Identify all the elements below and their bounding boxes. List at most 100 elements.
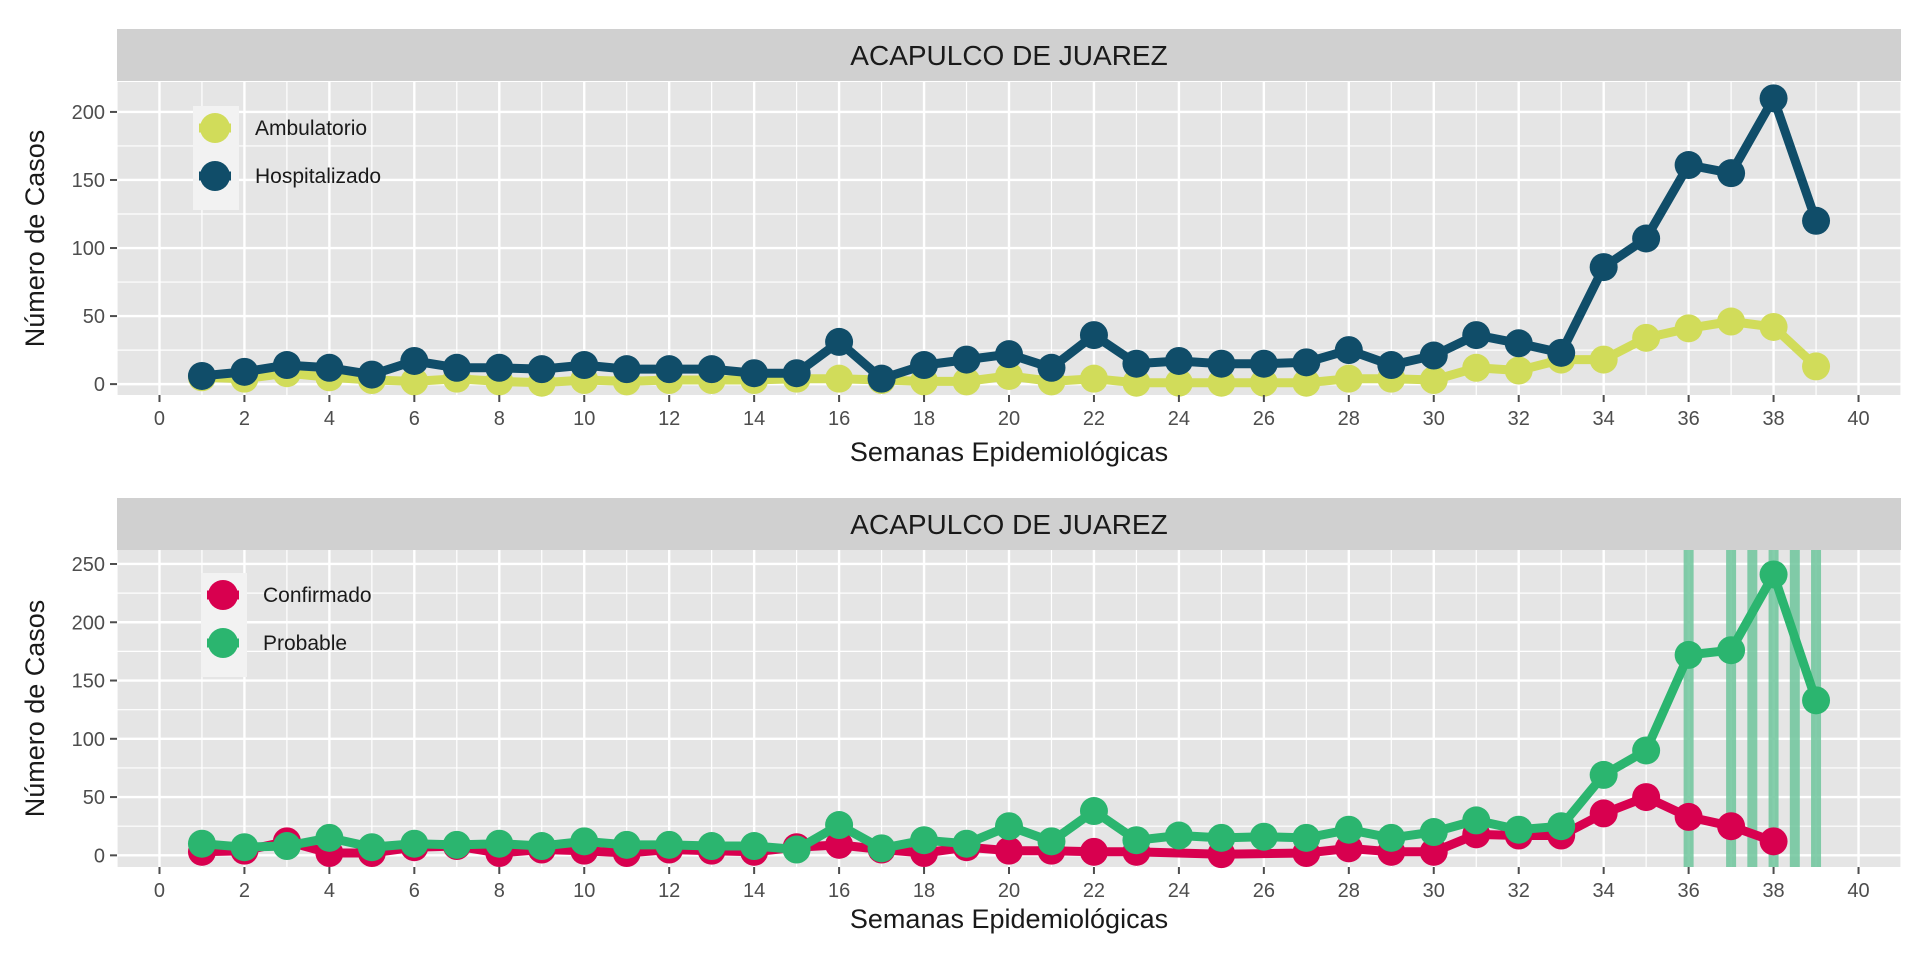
legend-item-ambulatorio: Ambulatorio <box>199 113 367 143</box>
x-tick-label: 26 <box>1253 880 1275 902</box>
data-point-hospitalizado <box>1292 348 1321 377</box>
data-point-probable <box>1632 736 1661 765</box>
x-tick-label: 2 <box>239 408 250 430</box>
data-point-probable <box>740 832 769 861</box>
x-axis-label: Semanas Epidemiológicas <box>850 437 1168 467</box>
x-tick-label: 18 <box>913 408 935 430</box>
data-point-probable <box>1164 821 1193 850</box>
data-point-hospitalizado <box>527 355 556 384</box>
x-tick-label: 12 <box>658 408 680 430</box>
x-tick-label: 4 <box>324 880 335 902</box>
x-tick-label: 34 <box>1593 880 1615 902</box>
x-tick-label: 6 <box>409 880 420 902</box>
x-tick-label: 40 <box>1847 880 1869 902</box>
data-point-hospitalizado <box>1377 351 1406 380</box>
data-point-probable <box>315 823 344 852</box>
data-point-ambulatorio <box>1462 353 1491 382</box>
data-point-hospitalizado <box>1122 349 1151 378</box>
data-point-confirmado <box>1674 802 1703 831</box>
data-point-confirmado <box>1632 783 1661 812</box>
data-point-hospitalizado <box>272 351 301 380</box>
data-point-hospitalizado <box>1674 151 1703 180</box>
data-point-hospitalizado <box>952 345 981 374</box>
data-point-hospitalizado <box>1632 224 1661 253</box>
data-point-ambulatorio <box>1632 323 1661 352</box>
data-point-hospitalizado <box>1589 253 1618 282</box>
x-tick-label: 38 <box>1762 408 1784 430</box>
x-tick-label: 20 <box>998 880 1020 902</box>
x-axis-ticks: 0 2 4 6 8 10 12 14 16 18 20 22 24 26 28 30 32 34 36 38 40 <box>154 395 1870 430</box>
data-point-hospitalizado <box>1717 159 1746 188</box>
y-axis-ticks: 0 50 100 150 200 <box>72 102 117 396</box>
data-point-confirmado <box>1079 837 1108 866</box>
data-point-probable <box>1462 806 1491 835</box>
data-point-probable <box>1334 815 1363 844</box>
x-tick-label: 24 <box>1168 880 1190 902</box>
data-point-probable <box>910 826 939 855</box>
data-point-hospitalizado <box>1207 349 1236 378</box>
data-point-hospitalizado <box>612 355 641 384</box>
legend-label-probable: Probable <box>263 632 347 655</box>
data-point-probable <box>995 812 1023 841</box>
x-tick-label: 34 <box>1593 408 1615 430</box>
data-point-probable <box>1207 823 1236 852</box>
data-point-hospitalizado <box>655 355 684 384</box>
data-point-confirmado <box>995 836 1023 865</box>
x-tick-label: 12 <box>658 880 680 902</box>
data-point-probable <box>1547 812 1576 841</box>
data-point-hospitalizado <box>442 353 471 382</box>
data-point-probable <box>697 832 726 861</box>
x-axis-label: Semanas Epidemiológicas <box>850 904 1168 934</box>
data-point-probable <box>1419 818 1448 847</box>
series-group <box>187 84 1831 397</box>
data-point-hospitalizado <box>1164 346 1193 375</box>
x-tick-label: 22 <box>1083 408 1105 430</box>
data-point-probable <box>400 829 429 858</box>
data-point-confirmado <box>825 830 854 859</box>
data-point-probable <box>782 835 811 864</box>
x-tick-label: 24 <box>1168 408 1190 430</box>
data-point-probable <box>357 833 386 862</box>
data-point-hospitalizado <box>230 357 259 386</box>
x-tick-label: 36 <box>1677 880 1699 902</box>
data-point-hospitalizado <box>1547 338 1576 367</box>
y-axis-ticks: 0 50 100 150 200 250 <box>72 554 117 867</box>
x-tick-label: 8 <box>494 408 505 430</box>
x-tick-label: 28 <box>1338 408 1360 430</box>
data-point-confirmado <box>1589 799 1618 828</box>
data-point-hospitalizado <box>1079 321 1108 350</box>
legend-marker-confirmado <box>208 580 238 610</box>
data-point-probable <box>187 829 216 858</box>
data-point-ambulatorio <box>1717 307 1746 336</box>
data-point-probable <box>655 830 684 859</box>
data-point-probable <box>1377 823 1406 852</box>
data-point-ambulatorio <box>400 367 429 396</box>
data-point-hospitalizado <box>740 359 769 388</box>
data-point-probable <box>1802 686 1831 715</box>
data-point-probable <box>1717 636 1746 665</box>
y-tick-label: 50 <box>83 306 105 328</box>
data-point-hospitalizado <box>697 355 726 384</box>
data-point-hospitalizado <box>1249 349 1278 378</box>
data-point-confirmado <box>1759 827 1788 856</box>
legend-label-hospitalizado: Hospitalizado <box>255 165 381 188</box>
y-tick-label: 0 <box>94 374 105 396</box>
data-point-ambulatorio <box>825 364 854 393</box>
x-tick-label: 40 <box>1847 408 1869 430</box>
panel-strip <box>117 29 1901 81</box>
x-tick-label: 20 <box>998 408 1020 430</box>
data-point-probable <box>825 811 854 840</box>
y-tick-label: 100 <box>72 729 105 751</box>
data-point-ambulatorio <box>995 361 1023 390</box>
data-point-probable <box>1249 822 1278 851</box>
x-tick-label: 14 <box>743 880 765 902</box>
x-tick-label: 16 <box>828 880 850 902</box>
y-tick-label: 0 <box>94 845 105 867</box>
data-point-hospitalizado <box>995 340 1023 369</box>
data-point-probable <box>1122 826 1151 855</box>
data-point-probable <box>1674 640 1703 669</box>
x-tick-label: 6 <box>409 408 420 430</box>
data-point-ambulatorio <box>1079 364 1108 393</box>
data-point-ambulatorio <box>1419 366 1448 395</box>
